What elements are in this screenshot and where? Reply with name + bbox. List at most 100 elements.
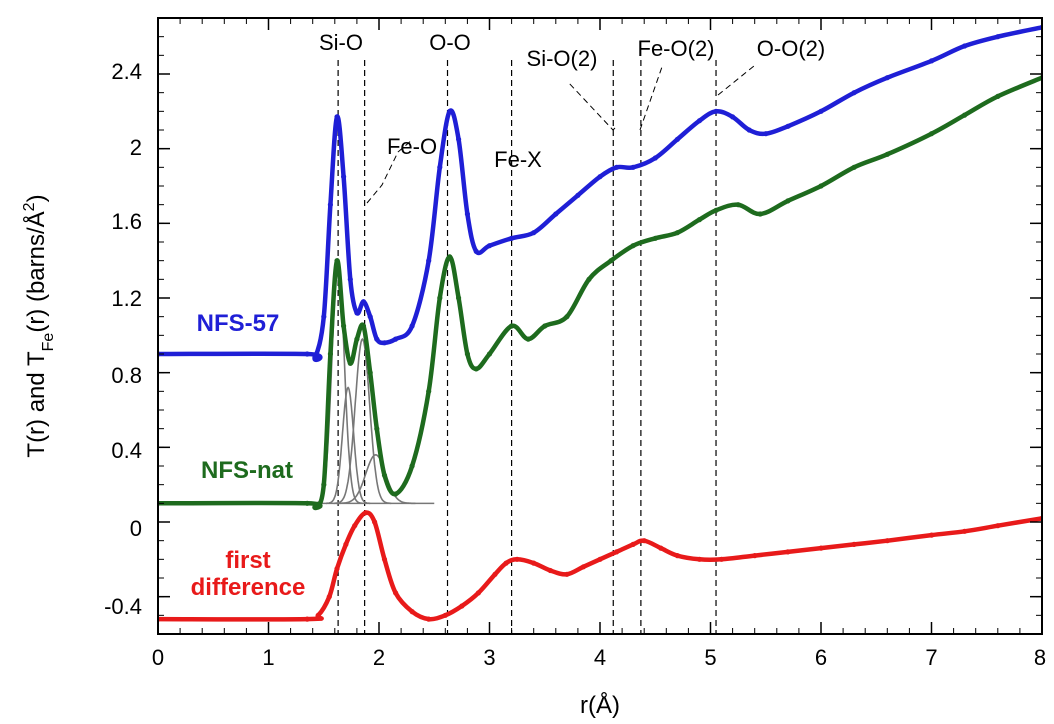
data-point-first-difference bbox=[334, 566, 340, 572]
data-point-nfs-nat bbox=[525, 336, 531, 342]
label-fe-o-2: Fe-O(2) bbox=[638, 36, 715, 61]
data-point-nfs-57 bbox=[473, 248, 479, 254]
axis-ticks bbox=[157, 18, 1043, 635]
data-point-first-difference bbox=[580, 564, 587, 570]
data-point-nfs-57 bbox=[531, 230, 537, 236]
data-point-nfs-nat bbox=[360, 323, 367, 329]
x-tick-label: 7 bbox=[925, 645, 937, 670]
label-o-o-2: O-O(2) bbox=[757, 36, 825, 61]
data-point-nfs-57 bbox=[426, 258, 432, 264]
series-label-nfs-57: NFS-57 bbox=[197, 310, 280, 337]
data-point-first-difference bbox=[658, 545, 664, 551]
data-point-nfs-nat bbox=[630, 243, 636, 249]
x-tick-label: 4 bbox=[594, 645, 606, 670]
x-tick-label: 8 bbox=[1034, 645, 1046, 670]
data-point-nfs-nat bbox=[347, 360, 353, 366]
data-point-nfs-57 bbox=[962, 43, 968, 49]
data-point-nfs-nat bbox=[486, 351, 493, 357]
data-point-nfs-57 bbox=[630, 164, 636, 170]
data-point-nfs-57 bbox=[730, 114, 736, 120]
data-point-nfs-nat bbox=[713, 207, 719, 213]
gaussian-curve bbox=[326, 386, 371, 505]
x-tick-label: 5 bbox=[704, 645, 716, 670]
data-point-first-difference bbox=[475, 590, 481, 596]
label-si-o-2: Si-O(2) bbox=[527, 46, 598, 71]
data-point-nfs-57 bbox=[575, 192, 581, 198]
x-tick-label: 3 bbox=[483, 645, 495, 670]
x-tick-labels: 0 1 2 3 4 5 6 7 8 bbox=[152, 645, 1046, 670]
data-point-nfs-57 bbox=[447, 108, 453, 114]
data-point-first-difference bbox=[630, 541, 636, 548]
data-point-first-difference bbox=[304, 616, 310, 622]
reference-lines bbox=[337, 60, 717, 634]
data-point-first-difference bbox=[962, 528, 968, 534]
data-point-first-difference bbox=[409, 609, 415, 615]
data-point-nfs-57 bbox=[696, 118, 703, 124]
y-tick-label: 1.6 bbox=[111, 209, 142, 234]
data-point-nfs-nat bbox=[564, 314, 570, 320]
data-point-nfs-nat bbox=[312, 504, 318, 510]
data-point-nfs-57 bbox=[464, 211, 470, 217]
data-point-nfs-57 bbox=[928, 58, 935, 64]
y-axis-title-sub: Fe bbox=[40, 333, 57, 352]
data-point-nfs-nat bbox=[586, 276, 592, 282]
y-tick-label: 1.2 bbox=[111, 286, 142, 311]
x-tick-label: 0 bbox=[152, 645, 164, 670]
data-point-nfs-57 bbox=[746, 127, 752, 133]
data-point-nfs-nat bbox=[757, 211, 763, 217]
first-difference-line1: first bbox=[225, 547, 270, 574]
y-tick-label: -0.4 bbox=[104, 594, 142, 619]
data-point-nfs-57 bbox=[884, 75, 890, 81]
data-point-first-difference bbox=[928, 532, 935, 538]
data-point-first-difference bbox=[818, 545, 824, 551]
data-point-nfs-nat bbox=[509, 323, 515, 329]
data-point-nfs-nat bbox=[785, 198, 791, 204]
data-point-nfs-57 bbox=[509, 235, 515, 241]
data-point-nfs-57 bbox=[347, 276, 353, 282]
label-fe-x: Fe-X bbox=[494, 147, 542, 172]
data-point-first-difference bbox=[547, 567, 553, 574]
data-point-nfs-nat bbox=[928, 131, 935, 137]
y-tick-label: 0.8 bbox=[111, 363, 142, 388]
data-point-first-difference bbox=[641, 538, 647, 544]
series-label-nfs-nat: NFS-nat bbox=[201, 457, 293, 484]
data-point-nfs-nat bbox=[374, 426, 380, 432]
y-axis-title-main: T(r) and T bbox=[23, 351, 50, 458]
data-point-nfs-57 bbox=[597, 174, 603, 180]
data-point-nfs-57 bbox=[341, 174, 347, 180]
data-point-nfs-57 bbox=[995, 34, 1001, 40]
data-point-nfs-nat bbox=[304, 500, 310, 506]
data-point-nfs-nat bbox=[321, 482, 327, 488]
data-point-first-difference bbox=[459, 603, 465, 609]
data-point-first-difference bbox=[343, 541, 349, 548]
data-point-first-difference bbox=[614, 549, 620, 555]
data-point-first-difference bbox=[326, 594, 332, 600]
data-point-first-difference bbox=[393, 590, 399, 596]
data-point-first-difference bbox=[564, 571, 570, 577]
data-point-first-difference bbox=[514, 556, 520, 562]
data-point-nfs-nat bbox=[456, 295, 462, 301]
label-si-o: Si-O bbox=[319, 30, 363, 55]
data-point-first-difference bbox=[718, 556, 725, 562]
data-point-first-difference bbox=[995, 523, 1001, 529]
data-point-nfs-57 bbox=[614, 164, 620, 170]
data-point-nfs-nat bbox=[608, 258, 614, 264]
data-point-first-difference bbox=[363, 510, 369, 516]
y-axis-title-sup: 2 bbox=[21, 202, 38, 211]
data-point-first-difference bbox=[696, 556, 703, 562]
data-point-first-difference bbox=[785, 549, 791, 555]
data-point-nfs-nat bbox=[652, 235, 658, 241]
data-point-nfs-57 bbox=[354, 310, 360, 316]
data-point-first-difference bbox=[674, 553, 681, 559]
data-point-first-difference bbox=[426, 616, 432, 622]
y-tick-label: 0.4 bbox=[111, 438, 142, 463]
series-label-first-difference: first difference bbox=[191, 547, 306, 601]
series-layer bbox=[158, 24, 1042, 622]
data-point-nfs-nat bbox=[851, 164, 857, 170]
label-fe-o: Fe-O bbox=[387, 134, 437, 159]
data-point-first-difference bbox=[752, 553, 758, 559]
data-point-first-difference bbox=[381, 556, 388, 562]
data-point-nfs-57 bbox=[367, 314, 373, 320]
data-point-first-difference bbox=[851, 541, 857, 548]
